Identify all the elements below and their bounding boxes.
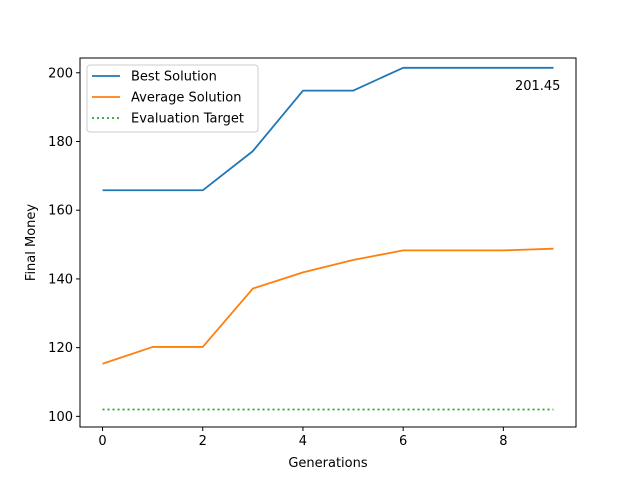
y-tick-label: 200 (48, 66, 73, 81)
y-tick-label: 120 (48, 341, 73, 356)
legend-entry-label: Best Solution (131, 70, 217, 85)
series-line-average-solution (102, 247, 554, 365)
y-axis-label: Final Money (24, 204, 39, 282)
annotation-label: 201.45 (515, 79, 561, 94)
y-tick-label: 180 (48, 135, 73, 150)
plot-lines (102, 66, 554, 411)
x-axis-ticks: 0 2 4 6 8 (98, 427, 507, 449)
legend-box (86, 64, 259, 133)
x-tick-label: 8 (499, 434, 507, 449)
x-tick-label: 6 (399, 434, 407, 449)
legend-entry-label: Average Solution (131, 91, 241, 106)
y-axis-ticks: 100 120 140 160 180 200 (48, 66, 80, 425)
x-tick-label: 4 (299, 434, 307, 449)
y-tick-label: 160 (48, 204, 73, 219)
legend: Best Solution Average Solution Evaluation … (86, 64, 259, 133)
annotations: 201.45 (515, 79, 561, 94)
legend-entry-label: Evaluation Target (131, 112, 244, 127)
x-tick-label: 2 (199, 434, 207, 449)
x-axis-label: Generations (288, 456, 368, 471)
y-tick-label: 140 (48, 272, 73, 287)
x-tick-label: 0 (98, 434, 106, 449)
plot-frame (79, 57, 577, 428)
y-tick-label: 100 (48, 410, 73, 425)
series-line-best-solution (102, 66, 554, 192)
